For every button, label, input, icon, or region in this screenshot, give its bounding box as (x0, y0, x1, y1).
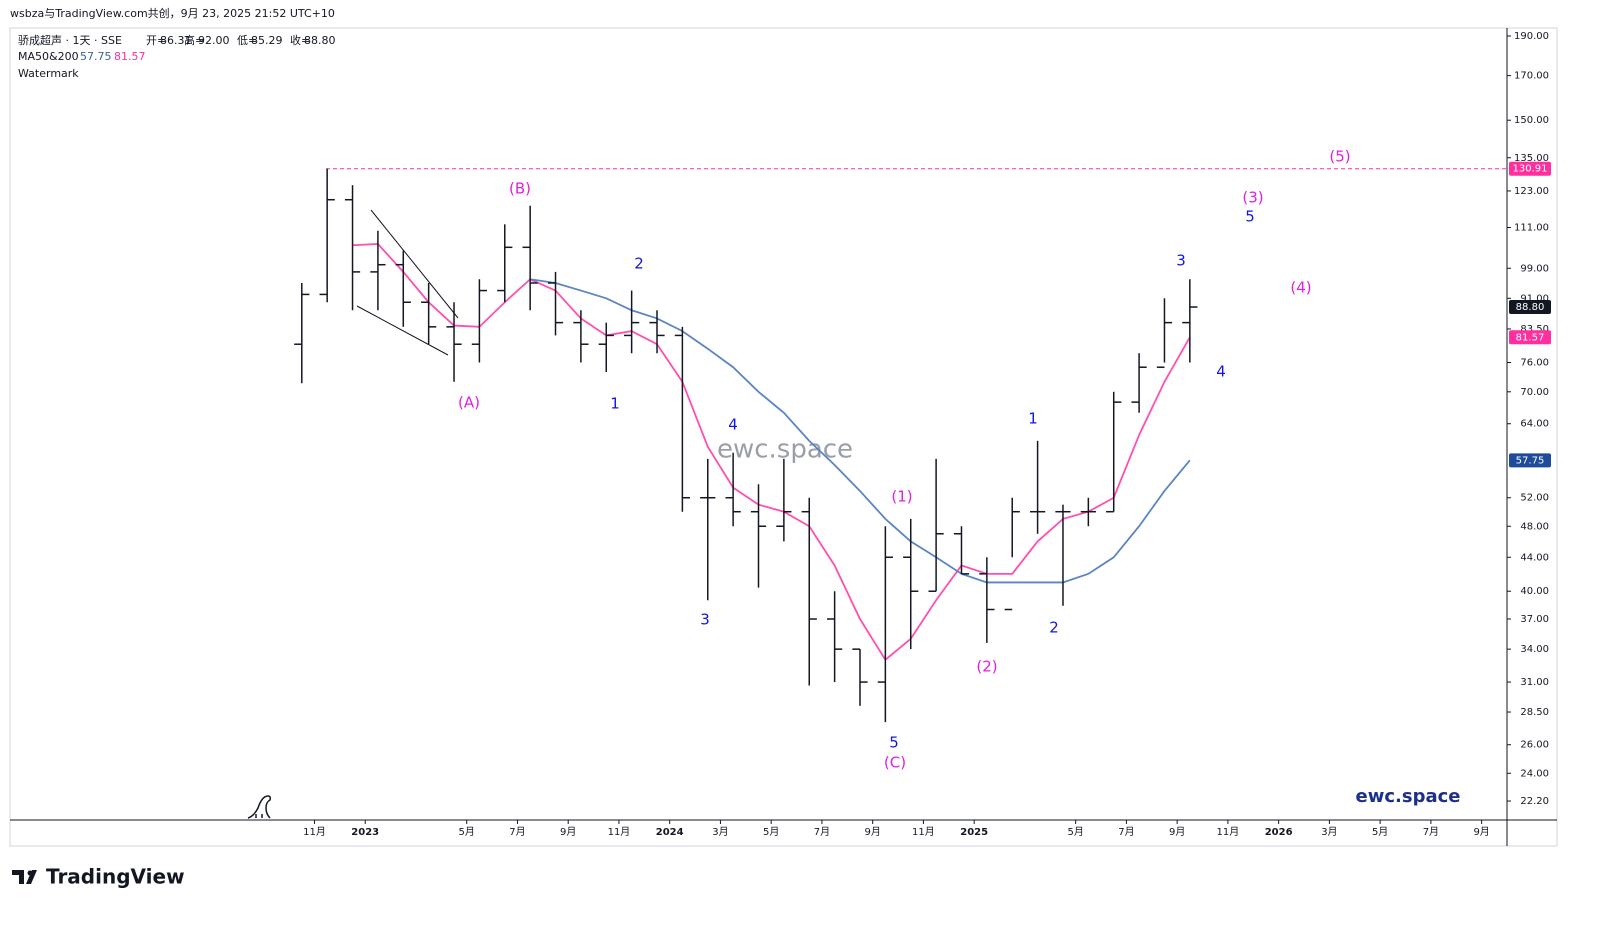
y-tick-label: 190.00 (1514, 31, 1549, 42)
x-tick-label: 11月 (1217, 826, 1240, 838)
hline-price-label: 130.91 (1513, 164, 1548, 175)
y-tick-label: 76.00 (1520, 357, 1549, 368)
x-tick-label: 7月 (1118, 826, 1134, 838)
x-tick-label: 5月 (459, 826, 475, 838)
ma-price-box (1509, 330, 1551, 345)
wave-label: 1 (1028, 410, 1038, 428)
last-price-box (1509, 300, 1551, 315)
y-tick-label: 37.00 (1520, 614, 1549, 625)
wave-label: 3 (700, 611, 710, 629)
x-tick-label: 2026 (1265, 827, 1293, 838)
legend-low-label: 低= (237, 34, 257, 47)
wave-label: 2 (1049, 619, 1059, 637)
x-tick-label: 9月 (1473, 826, 1489, 838)
brand: ewc.space (1356, 786, 1461, 807)
wave-label: 5 (1245, 208, 1255, 226)
wave-label: (B) (509, 180, 531, 198)
x-tick-label: 3月 (1321, 826, 1337, 838)
x-tick-label: 7月 (814, 826, 830, 838)
wave-label: (3) (1242, 189, 1263, 207)
y-tick-label: 91.00 (1520, 293, 1549, 304)
x-tick-label: 5月 (763, 826, 779, 838)
y-tick-label: 64.00 (1520, 419, 1549, 430)
x-tick-label: 11月 (303, 826, 326, 838)
wave-label: (4) (1290, 279, 1311, 297)
x-tick-label: 3月 (712, 826, 728, 838)
y-tick-label: 70.00 (1520, 387, 1549, 398)
dino-icon (247, 795, 271, 819)
wave-label: (1) (891, 488, 912, 506)
y-tick-label: 83.50 (1520, 324, 1549, 335)
legend-high-label: 高= (184, 33, 204, 47)
y-tick-label: 99.00 (1520, 263, 1549, 274)
ma-price-label: 81.57 (1516, 332, 1545, 343)
y-tick-label: 26.00 (1520, 740, 1549, 751)
wave-label: 2 (634, 255, 644, 273)
legend-watermark: Watermark (18, 67, 79, 80)
y-tick-label: 135.00 (1514, 153, 1549, 164)
x-tick-label: 5月 (1067, 826, 1083, 838)
tradingview-logo: TradingView (12, 865, 185, 889)
legend-ma: MA50&200 (18, 50, 79, 63)
wave-label: 4 (1216, 363, 1226, 381)
ma-line (352, 243, 1191, 662)
legend-ma50: 81.57 (114, 50, 146, 63)
y-tick-label: 44.00 (1520, 552, 1549, 563)
x-tick-label: 7月 (509, 826, 525, 838)
y-tick-label: 28.50 (1520, 707, 1549, 718)
legend-open: 86.31 (160, 34, 192, 47)
wave-label: (C) (884, 754, 906, 772)
x-tick-label: 9月 (560, 826, 576, 838)
y-tick-label: 52.00 (1520, 493, 1549, 504)
legend-close: 88.80 (304, 34, 336, 47)
y-tick-label: 40.00 (1520, 586, 1549, 597)
y-tick-label: 34.00 (1520, 644, 1549, 655)
trendline (370, 209, 459, 319)
y-tick-label: 150.00 (1514, 115, 1549, 126)
y-tick-label: 123.00 (1514, 186, 1549, 197)
y-tick-label: 31.00 (1520, 677, 1549, 688)
header: wsbza与TradingView.com共创，9月 23, 2025 21:5… (10, 7, 335, 20)
y-tick-label: 22.20 (1520, 796, 1549, 807)
wave-label: (A) (458, 394, 480, 412)
wave-label: 5 (889, 734, 899, 752)
y-tick-label: 170.00 (1514, 71, 1549, 82)
x-tick-label: 7月 (1423, 826, 1439, 838)
y-tick-label: 111.00 (1514, 223, 1549, 234)
ma-line (530, 278, 1191, 584)
legend-ma200: 57.75 (80, 50, 112, 63)
y-tick-label: 24.00 (1520, 768, 1549, 779)
legend: 骄成超声 · 1天 · SSE 开= 86.31 高= 92.00 低= 85.… (18, 33, 336, 80)
trendline (356, 305, 449, 356)
hline-price-box (1509, 161, 1551, 176)
ma-price-box (1509, 453, 1551, 468)
last-price-label: 88.80 (1516, 302, 1545, 313)
x-tick-label: 5月 (1372, 826, 1388, 838)
y-tick-label: 48.00 (1520, 521, 1549, 532)
x-tick-label: 2023 (351, 827, 379, 838)
x-tick-label: 11月 (912, 826, 935, 838)
watermark: ewc.space (717, 435, 853, 465)
wave-label: 3 (1176, 252, 1186, 270)
wave-label: (2) (976, 658, 997, 676)
legend-symbol: 骄成超声 · 1天 · SSE (18, 33, 122, 47)
x-tick-label: 9月 (864, 826, 880, 838)
x-tick-label: 9月 (1169, 826, 1185, 838)
x-tick-label: 2025 (960, 827, 988, 838)
frame (9, 27, 1558, 847)
legend-open-label: 开= (146, 34, 166, 47)
legend-close-label: 收= (290, 33, 310, 47)
legend-high: 92.00 (198, 34, 230, 47)
wave-label: 1 (610, 395, 620, 413)
logo-text: TradingView (46, 865, 185, 889)
legend-low: 85.29 (251, 34, 283, 47)
x-tick-label: 2024 (656, 827, 684, 838)
ma-price-label: 57.75 (1516, 455, 1545, 466)
wave-label: 4 (728, 416, 738, 434)
x-tick-label: 11月 (608, 826, 631, 838)
wave-label: (5) (1329, 148, 1350, 166)
